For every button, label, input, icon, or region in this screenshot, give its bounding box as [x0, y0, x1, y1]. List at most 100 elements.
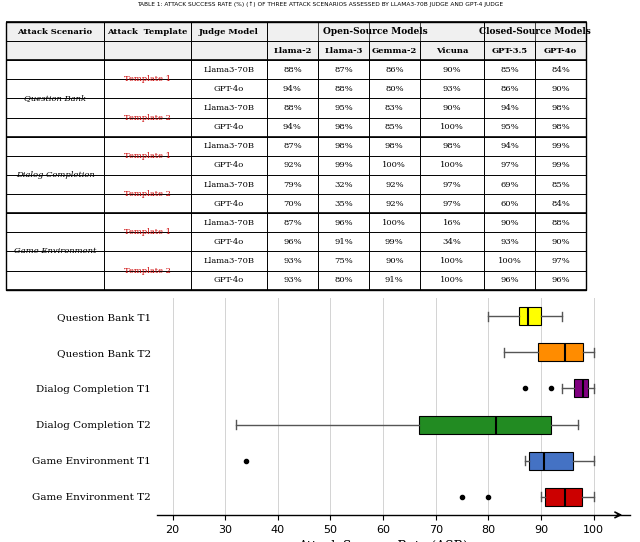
Bar [267, 41, 318, 60]
Text: 96%: 96% [500, 276, 519, 284]
Bar [484, 79, 535, 99]
Text: Dialog Completion: Dialog Completion [15, 171, 94, 179]
Bar [484, 233, 535, 251]
Text: 100%: 100% [498, 257, 522, 265]
Text: 85%: 85% [500, 66, 519, 74]
Bar [191, 233, 267, 251]
Bar [535, 79, 586, 99]
Text: 86%: 86% [500, 85, 519, 93]
Text: Attack  Template: Attack Template [108, 28, 188, 36]
Text: 94%: 94% [500, 143, 519, 150]
Bar [104, 213, 191, 233]
Bar [104, 41, 191, 60]
Text: 99%: 99% [385, 238, 404, 246]
Text: 93%: 93% [283, 276, 302, 284]
Text: 99%: 99% [334, 162, 353, 170]
Text: Template 2: Template 2 [124, 190, 171, 198]
Bar [318, 99, 369, 118]
Bar [535, 99, 586, 118]
Text: Game Environment: Game Environment [14, 248, 96, 255]
Bar [369, 194, 420, 213]
Bar [484, 60, 535, 79]
Text: Template 1: Template 1 [124, 228, 171, 236]
Text: 100%: 100% [440, 257, 464, 265]
Text: 90%: 90% [551, 238, 570, 246]
Text: Template 1: Template 1 [124, 75, 171, 83]
Bar [484, 270, 535, 290]
Bar [420, 41, 484, 60]
Text: 97%: 97% [443, 199, 461, 208]
Bar [535, 251, 586, 270]
Text: 94%: 94% [283, 123, 302, 131]
Bar [191, 41, 267, 60]
Text: 100%: 100% [440, 276, 464, 284]
Bar [267, 79, 318, 99]
Bar [318, 194, 369, 213]
Text: 98%: 98% [334, 123, 353, 131]
Bar [484, 175, 535, 194]
Bar [369, 79, 420, 99]
Text: Question Bank: Question Bank [24, 94, 86, 102]
Bar [484, 22, 586, 41]
Bar [6, 99, 104, 118]
Text: 92%: 92% [385, 180, 404, 189]
Bar [535, 194, 586, 213]
Bar [420, 194, 484, 213]
Bar [267, 156, 318, 175]
Bar [369, 99, 420, 118]
Bar [191, 79, 267, 99]
Bar [267, 175, 318, 194]
Bar [191, 213, 267, 233]
Text: 99%: 99% [551, 143, 570, 150]
Bar [318, 270, 369, 290]
Text: 60%: 60% [500, 199, 519, 208]
Text: 100%: 100% [440, 123, 464, 131]
Text: 70%: 70% [283, 199, 301, 208]
Bar [369, 270, 420, 290]
Bar [104, 270, 191, 290]
Text: 93%: 93% [283, 257, 302, 265]
Text: 88%: 88% [283, 66, 302, 74]
Text: 93%: 93% [500, 238, 519, 246]
Bar [420, 79, 484, 99]
Bar [369, 213, 420, 233]
Text: 32%: 32% [334, 180, 353, 189]
Bar [484, 156, 535, 175]
Text: Open-Source Models: Open-Source Models [323, 27, 428, 36]
Bar [535, 156, 586, 175]
Bar [104, 60, 191, 79]
Bar [191, 251, 267, 270]
Bar [535, 233, 586, 251]
Text: Llama3-70B: Llama3-70B [204, 143, 255, 150]
Bar [191, 175, 267, 194]
PathPatch shape [518, 307, 541, 325]
Text: 88%: 88% [551, 219, 570, 227]
Bar [535, 270, 586, 290]
Bar [6, 79, 104, 99]
Text: 83%: 83% [385, 104, 404, 112]
Text: 87%: 87% [334, 66, 353, 74]
Bar [535, 175, 586, 194]
Text: 90%: 90% [443, 104, 461, 112]
Bar [369, 233, 420, 251]
Text: 69%: 69% [500, 180, 519, 189]
Text: 80%: 80% [385, 85, 404, 93]
Text: 90%: 90% [385, 257, 404, 265]
Text: 100%: 100% [382, 162, 406, 170]
Text: 98%: 98% [385, 143, 404, 150]
PathPatch shape [529, 451, 573, 470]
Text: 16%: 16% [443, 219, 461, 227]
Bar [6, 175, 104, 194]
PathPatch shape [538, 343, 583, 362]
Bar [104, 251, 191, 270]
Text: Llama-3: Llama-3 [324, 47, 363, 55]
Bar [420, 137, 484, 156]
Bar [484, 213, 535, 233]
Bar [267, 118, 318, 137]
Text: 95%: 95% [334, 104, 353, 112]
Bar [191, 118, 267, 137]
Text: 97%: 97% [500, 162, 519, 170]
Text: GPT-4o: GPT-4o [214, 85, 244, 93]
Bar [369, 118, 420, 137]
Bar [420, 60, 484, 79]
